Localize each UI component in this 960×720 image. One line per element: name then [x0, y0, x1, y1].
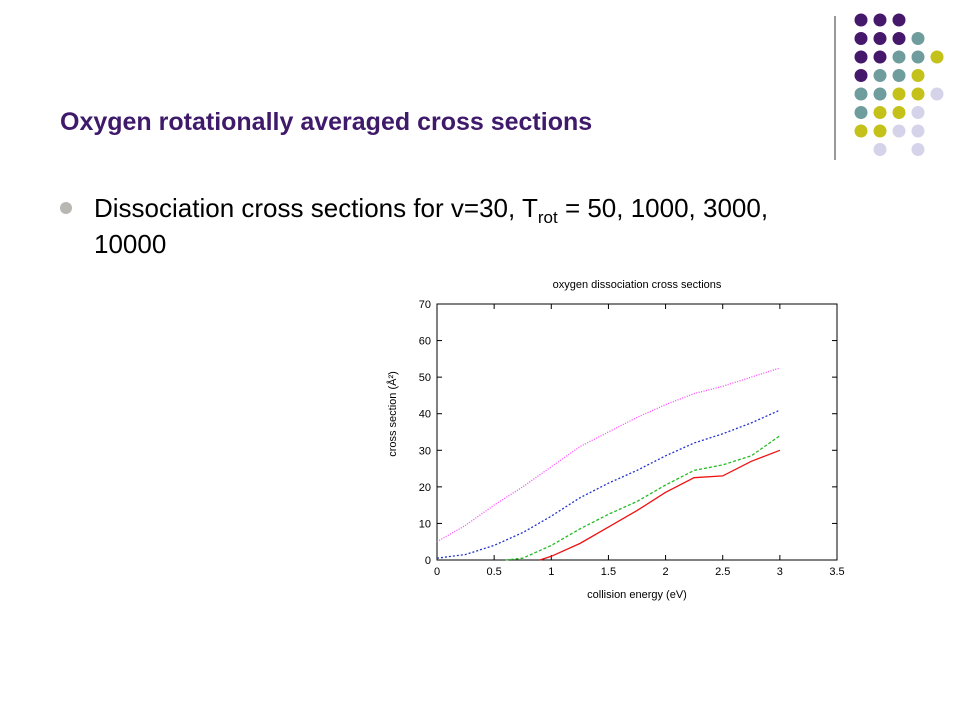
cross-section-chart: oxygen dissociation cross sections 0 0.5 1… [370, 268, 860, 613]
corner-dot-grid [834, 13, 944, 160]
series-line-1 [436, 367, 781, 543]
x-tick-label: 2.5 [715, 566, 730, 578]
y-tick-label: 0 [425, 555, 431, 567]
series-line-2 [436, 409, 781, 559]
x-tick-label: 0.5 [486, 566, 501, 578]
decor-dot [873, 13, 887, 27]
slide-title: Oxygen rotationally averaged cross secti… [60, 108, 593, 136]
decor-dot [854, 106, 868, 119]
decor-dot [911, 106, 925, 119]
plot-frame [436, 303, 838, 561]
decor-dot [873, 69, 887, 82]
decor-dot [873, 124, 887, 138]
chart-svg: oxygen dissociation cross sections 0 0.5 1… [386, 279, 845, 601]
bullet-text-prefix: Dissociation cross sections for v=30, T [94, 193, 538, 223]
decor-dot [911, 87, 925, 101]
decor-dot [911, 124, 925, 138]
chart-title: oxygen dissociation cross sections [553, 279, 722, 291]
decor-dot [854, 124, 868, 138]
decor-dot [911, 50, 925, 64]
bullet-text-subscript: rot [537, 208, 558, 227]
decor-dot [854, 87, 868, 101]
bullet-item: Dissociation cross sections for v=30, Tr… [60, 190, 840, 262]
x-tick-label: 3.5 [829, 566, 844, 578]
decor-dot [892, 13, 906, 27]
bullet-marker [60, 202, 72, 214]
decor-dot [873, 32, 887, 45]
decor-dot [892, 50, 906, 64]
decor-dot [873, 106, 887, 119]
bullet-text-suffix: = 50, 1000, 3000, 10000 [94, 193, 769, 259]
decor-dot [854, 32, 868, 45]
decor-dot [873, 87, 887, 101]
x-tick-label: 2 [663, 566, 669, 578]
decor-dot [892, 106, 906, 119]
decor-dot [911, 32, 925, 45]
chart-y-label: cross section (Å²) [386, 371, 399, 457]
x-tick-label: 1.5 [601, 566, 616, 578]
decor-dot [930, 87, 944, 101]
y-tick-label: 70 [419, 299, 431, 311]
decor-dot [892, 124, 906, 138]
x-tick-label: 1 [548, 566, 554, 578]
decor-dot [854, 50, 868, 64]
y-tick-label: 10 [419, 518, 431, 530]
x-tick-label: 3 [777, 566, 783, 578]
y-tick-label: 40 [419, 409, 431, 421]
series-line-4 [539, 449, 781, 561]
series-line-3 [505, 435, 781, 561]
decor-dot [873, 50, 887, 64]
decor-dot [911, 143, 925, 156]
x-tick-label: 0 [434, 566, 440, 578]
decor-dot [930, 50, 944, 64]
decor-dot [892, 69, 906, 82]
y-tick-label: 20 [419, 482, 431, 494]
y-tick-label: 50 [419, 372, 431, 384]
decor-dot [892, 32, 906, 45]
decor-dot [854, 13, 868, 27]
y-tick-label: 30 [419, 445, 431, 457]
chart-x-label: collision energy (eV) [587, 589, 687, 601]
bullet-text: Dissociation cross sections for v=30, Tr… [94, 190, 840, 262]
decor-dot [892, 87, 906, 101]
y-tick-label: 60 [419, 336, 431, 348]
decor-dot [911, 69, 925, 82]
plot-area: 0 0.5 1 1.5 2 2.5 3 3.5 0 10 20 30 40 50 60 70 [419, 299, 845, 578]
decor-dot [854, 69, 868, 82]
decor-dot [873, 143, 887, 156]
